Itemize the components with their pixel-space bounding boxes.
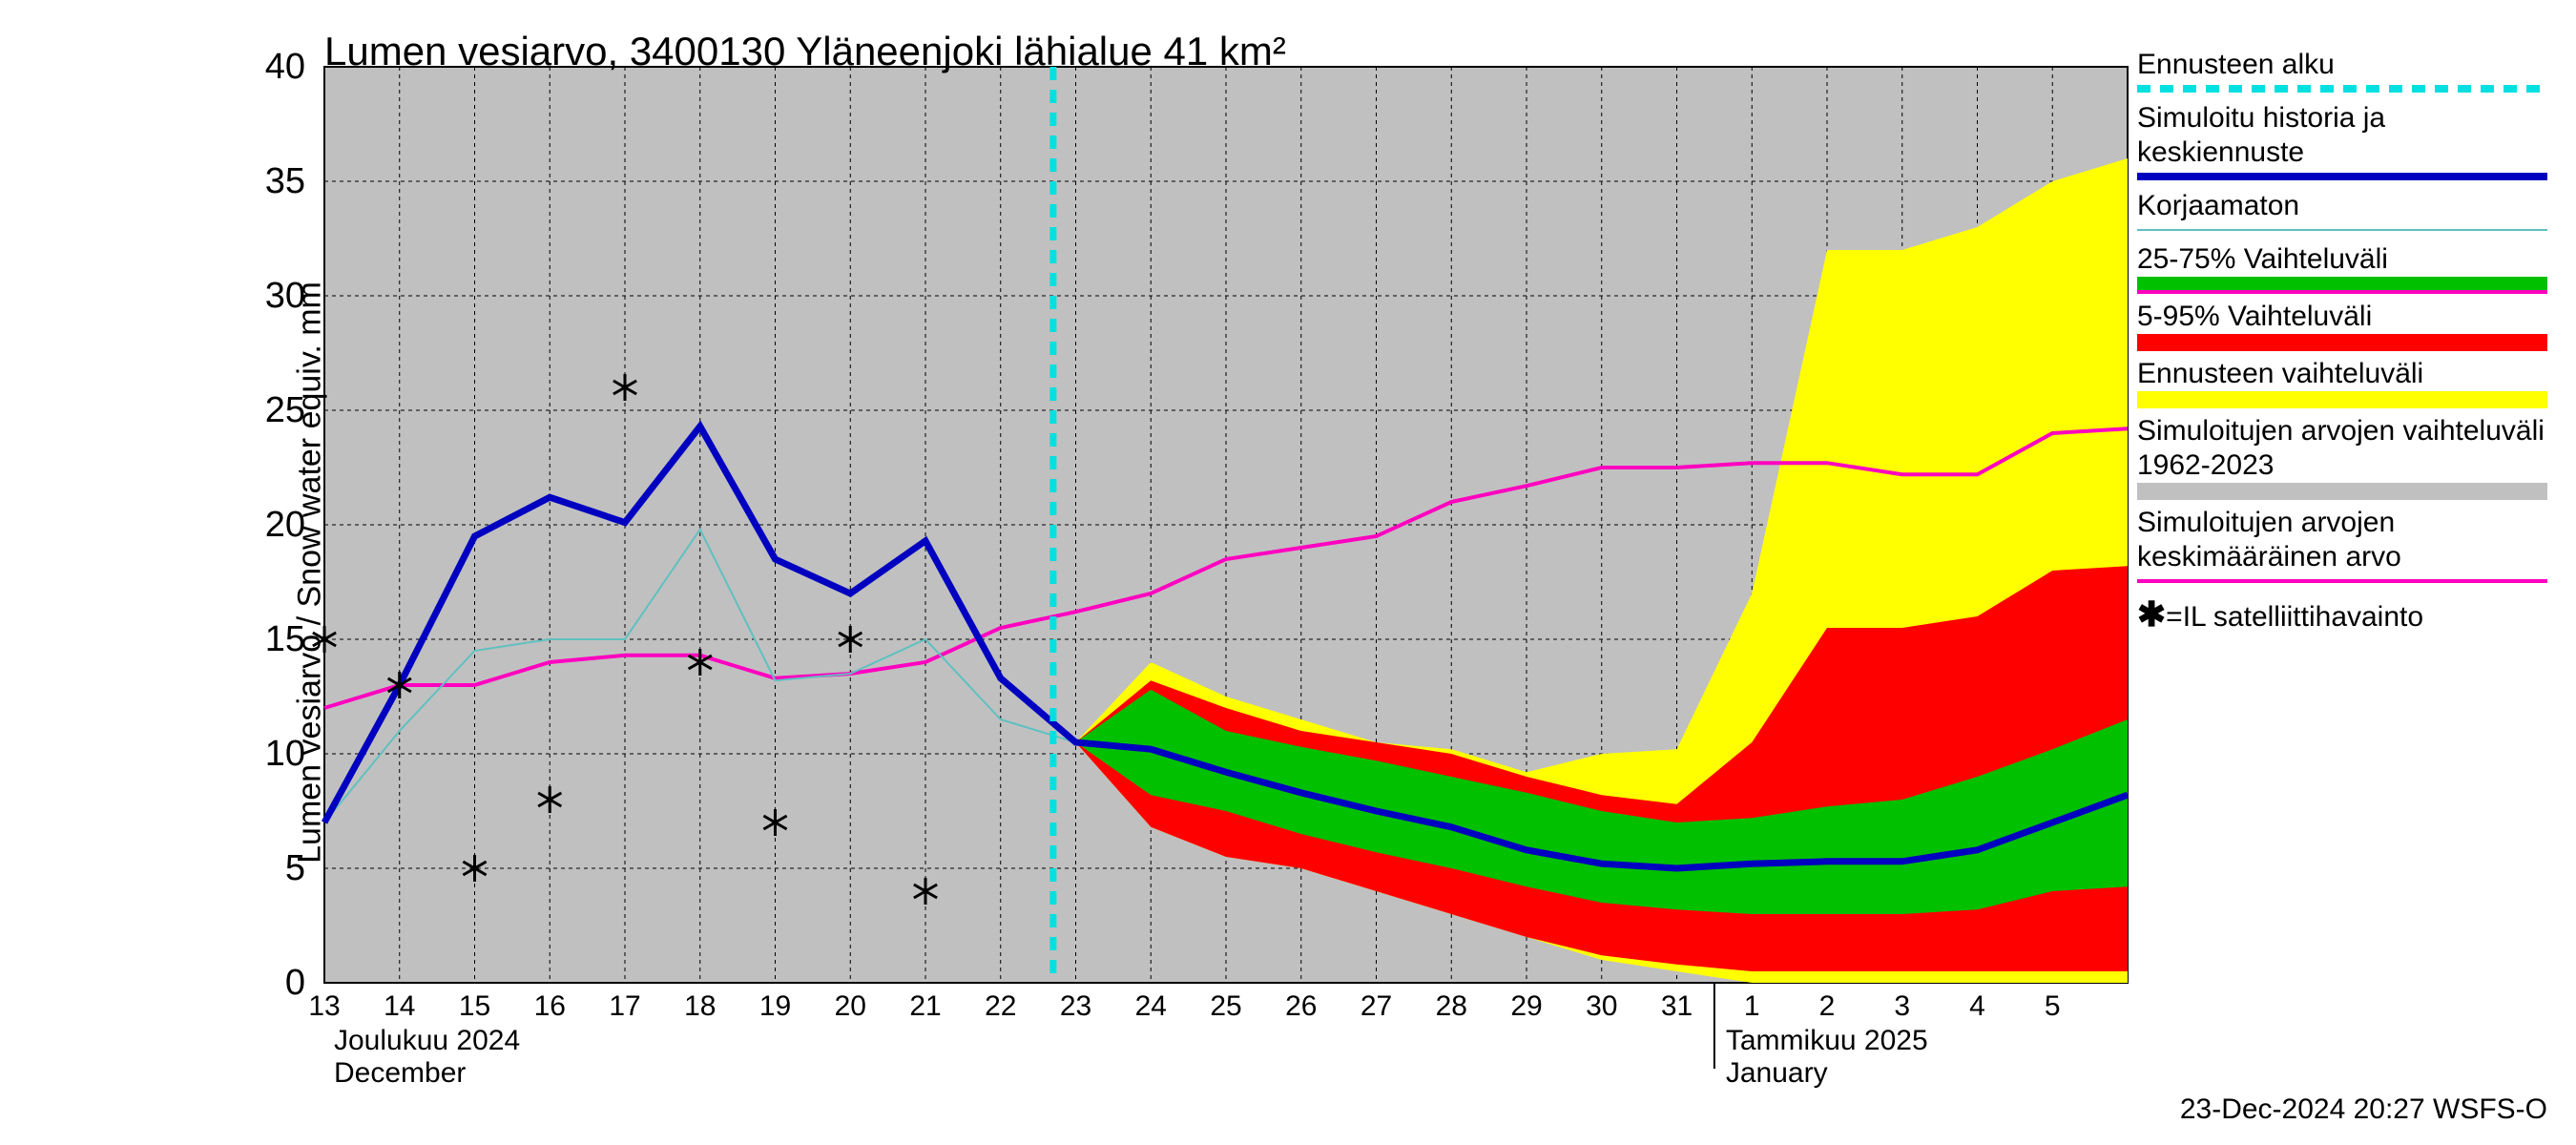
legend-label: Ennusteen vaihteluväli: [2137, 358, 2423, 389]
xtick-label: 15: [459, 990, 490, 1022]
xtick-label: 4: [1969, 990, 1985, 1022]
xtick-label: 20: [835, 990, 866, 1022]
xtick-label: 21: [909, 990, 941, 1022]
legend-hist-range: Simuloitujen arvojen vaihteluväli 1962-2…: [2137, 414, 2547, 500]
legend-uncorrected: Korjaamaton: [2137, 189, 2547, 237]
xtick-label: 13: [308, 990, 340, 1022]
legend-label: 25-75% Vaihteluväli: [2137, 243, 2388, 275]
xtick-label: 25: [1210, 990, 1241, 1022]
month2-fi: Tammikuu 2025: [1726, 1025, 1928, 1056]
xtick-label: 18: [684, 990, 716, 1022]
legend-label: =IL satelliittihavainto: [2166, 601, 2423, 633]
chart-container: Lumen vesiarvo, 3400130 Yläneenjoki lähi…: [10, 10, 2566, 1135]
legend-label: Simuloitujen arvojen vaihteluväli 1962-2…: [2137, 415, 2545, 481]
legend-label: Ennusteen alku: [2137, 49, 2335, 80]
legend-hist-mean: Simuloitujen arvojen keskimääräinen arvo: [2137, 506, 2547, 588]
y-axis-label: Lumen vesiarvo / Snow water equiv. mm: [291, 281, 328, 864]
legend-simulated: Simuloitu historia ja keskiennuste: [2137, 101, 2547, 183]
xtick-label: 22: [985, 990, 1016, 1022]
xtick-label: 19: [759, 990, 791, 1022]
legend-label: 5-95% Vaihteluväli: [2137, 301, 2372, 332]
xtick-label: 27: [1361, 990, 1392, 1022]
xtick-label: 30: [1586, 990, 1617, 1022]
xtick-label: 2: [1819, 990, 1836, 1022]
asterisk-icon: ✱: [2137, 594, 2166, 634]
legend-forecast-range: Ennusteen vaihteluväli: [2137, 357, 2547, 408]
legend-forecast-start: Ennusteen alku: [2137, 48, 2547, 95]
xtick-label: 14: [384, 990, 415, 1022]
legend-label: Simuloitu historia ja keskiennuste: [2137, 102, 2385, 168]
legend-label: Simuloitujen arvojen keskimääräinen arvo: [2137, 507, 2401, 572]
xtick-label: 5: [2045, 990, 2061, 1022]
xtick-label: 1: [1744, 990, 1760, 1022]
month1-fi: Joulukuu 2024: [334, 1025, 520, 1056]
ytick-label: 0: [285, 963, 305, 1003]
xtick-label: 28: [1436, 990, 1467, 1022]
xtick-label: 17: [609, 990, 640, 1022]
ytick-label: 35: [265, 161, 305, 201]
xtick-label: 23: [1060, 990, 1091, 1022]
footer-timestamp: 23-Dec-2024 20:27 WSFS-O: [2180, 1093, 2547, 1126]
legend-5-95: 5-95% Vaihteluväli: [2137, 300, 2547, 351]
month1-en: December: [334, 1057, 466, 1089]
month2-en: January: [1726, 1057, 1828, 1089]
xtick-label: 3: [1894, 990, 1910, 1022]
legend-25-75: 25-75% Vaihteluväli: [2137, 242, 2547, 294]
legend-label: Korjaamaton: [2137, 190, 2299, 221]
ytick-label: 40: [265, 47, 305, 87]
xtick-label: 16: [534, 990, 566, 1022]
xtick-label: 26: [1285, 990, 1317, 1022]
xtick-label: 24: [1135, 990, 1167, 1022]
xtick-label: 29: [1510, 990, 1542, 1022]
legend-satellite: ✱=IL satelliittihavainto: [2137, 593, 2547, 635]
legend: Ennusteen alku Simuloitu historia ja kesk…: [2137, 48, 2547, 640]
chart-title: Lumen vesiarvo, 3400130 Yläneenjoki lähi…: [324, 29, 1286, 74]
xtick-label: 31: [1661, 990, 1693, 1022]
